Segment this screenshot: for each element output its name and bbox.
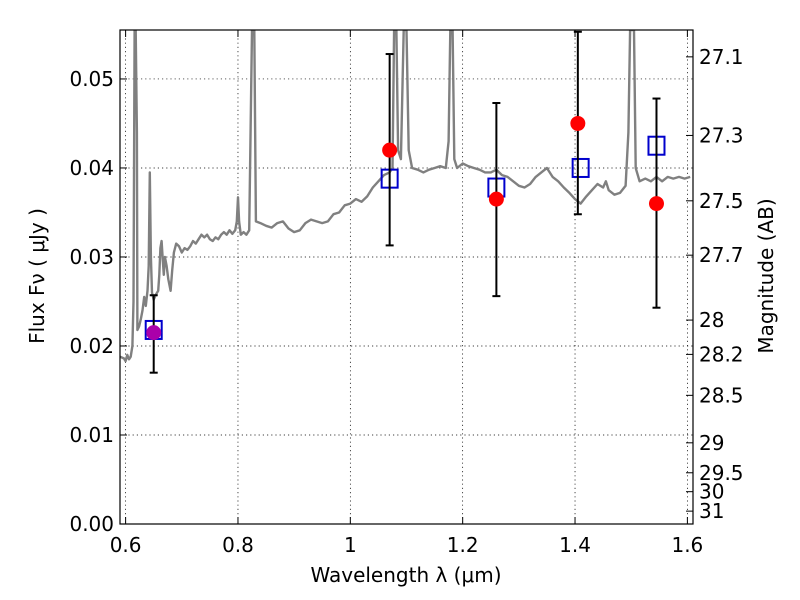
x-tick-label: 1.2 [447, 533, 479, 557]
x-tick-label: 1 [344, 533, 357, 557]
y-tick-label: 0.02 [69, 334, 114, 358]
data-markers [144, 30, 666, 374]
right-tick-label: 27.5 [699, 189, 744, 213]
right-tick-label: 29.5 [699, 461, 744, 485]
right-tick-label: 27.3 [699, 123, 744, 147]
y-tick-label: 0.03 [69, 245, 114, 269]
observed-flux-point [146, 325, 162, 341]
right-axis-label: Magnitude (AB) [754, 198, 778, 353]
right-tick-label: 27.7 [699, 243, 744, 267]
y-tick-label: 0.04 [69, 156, 114, 180]
x-axis-label: Wavelength λ (μm) [310, 563, 501, 587]
right-tick-label: 29 [699, 431, 724, 455]
right-tick-label: 30 [699, 480, 724, 504]
x-tick-label: 0.8 [222, 533, 254, 557]
observed-flux-point [488, 191, 504, 207]
right-tick-label: 28 [699, 308, 724, 332]
plot-frame [119, 29, 694, 525]
right-tick-label: 28.5 [699, 383, 744, 407]
observed-flux-point [382, 142, 398, 158]
right-tick-label: 31 [699, 499, 724, 523]
observed-flux-point [648, 196, 664, 212]
right-tick-label: 27.1 [699, 45, 744, 69]
grid [120, 30, 693, 525]
y-tick-label: 0.01 [69, 423, 114, 447]
plot-area [120, 30, 691, 374]
axis-ticks: 0.6 0.8 1 1.2 1.4 1.6 0.00 0.01 0.02 0.03 0.04 0.05… [69, 30, 744, 557]
right-tick-label: 28.2 [699, 342, 744, 366]
y-tick-label: 0.00 [69, 512, 114, 536]
x-tick-label: 1.4 [559, 533, 591, 557]
y-tick-label: 0.05 [69, 67, 114, 91]
x-tick-label: 1.6 [671, 533, 703, 557]
model-flux-square [571, 157, 590, 178]
x-tick-label: 0.6 [110, 533, 142, 557]
observed-flux-point [570, 115, 586, 131]
model-spectrum-line [120, 30, 691, 363]
y-axis-label: Flux Fν ( μJy ) [25, 208, 49, 344]
